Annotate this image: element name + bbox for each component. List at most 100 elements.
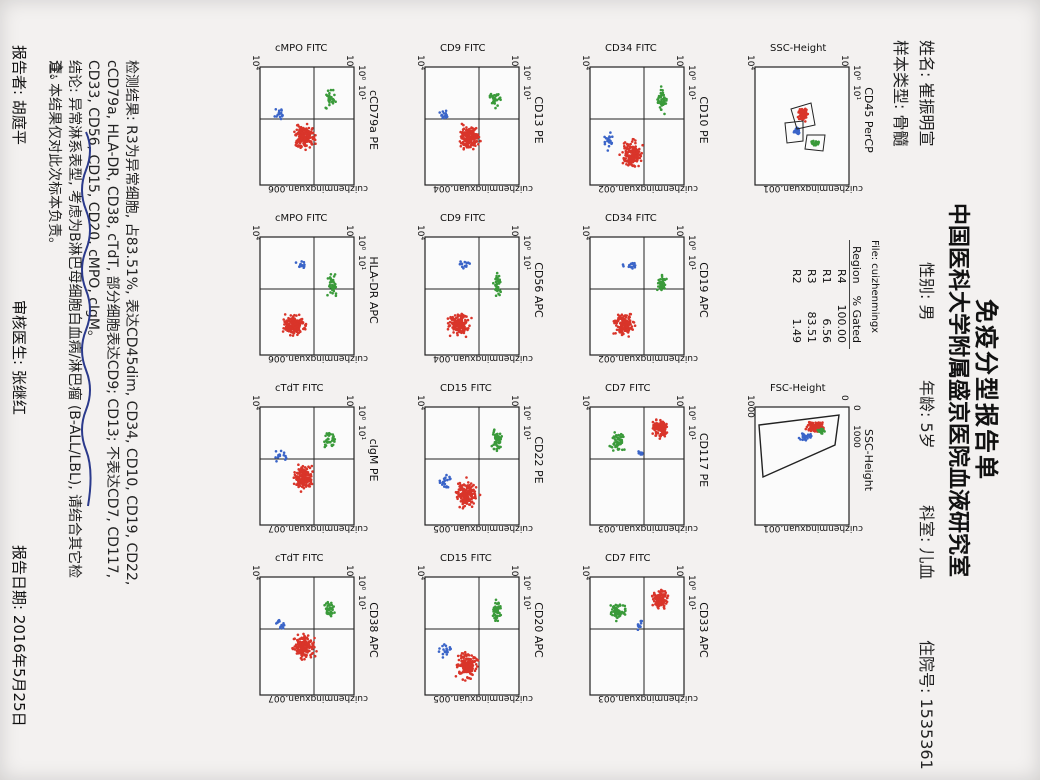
- red-event: [446, 322, 450, 325]
- blue-event: [606, 137, 610, 140]
- patient-admission-number: 住院号: 1535361: [917, 640, 936, 770]
- blue-event: [300, 260, 303, 263]
- red-event: [462, 487, 466, 491]
- blue-event: [444, 109, 448, 113]
- scatter-plot: cIgM PE cTdT FITC cuizhenmingxuan.007 10⁰ 10…: [250, 383, 380, 535]
- red-event: [448, 320, 452, 324]
- red-event: [453, 314, 457, 317]
- green-event: [494, 618, 498, 622]
- red-event: [296, 333, 299, 337]
- blue-event: [443, 650, 447, 653]
- red-event: [293, 473, 297, 477]
- scatter-plot: SSC-Height FSC-Height cuizhenmingxuan.001 0…: [745, 383, 875, 535]
- red-event: [653, 596, 657, 599]
- red-event: [467, 481, 470, 484]
- blue-event: [279, 111, 283, 115]
- green-event: [328, 91, 331, 95]
- red-event: [290, 324, 294, 327]
- green-event: [326, 89, 330, 93]
- red-event: [466, 318, 470, 322]
- red-event: [472, 657, 475, 660]
- red-event: [625, 142, 629, 146]
- red-event: [816, 422, 819, 426]
- red-event: [313, 645, 316, 649]
- red-event: [308, 139, 312, 143]
- plot-frame: [754, 66, 850, 186]
- red-event: [657, 426, 661, 429]
- plot-frame: [589, 406, 685, 526]
- red-event: [656, 595, 660, 599]
- red-event: [462, 666, 466, 670]
- blue-event: [446, 478, 449, 482]
- red-event: [307, 640, 311, 644]
- red-event: [459, 488, 462, 492]
- green-event: [330, 100, 334, 104]
- red-event: [473, 492, 477, 496]
- blue-event: [637, 450, 640, 453]
- green-event: [661, 91, 665, 95]
- red-event: [310, 143, 314, 146]
- red-event: [470, 505, 474, 508]
- red-event: [627, 154, 630, 157]
- blue-event: [445, 485, 448, 489]
- blue-event: [797, 131, 801, 135]
- red-event: [292, 647, 295, 651]
- red-event: [304, 129, 307, 132]
- blue-event: [274, 456, 277, 459]
- plot-area: [424, 236, 520, 356]
- red-event: [456, 333, 459, 337]
- plot-area: [259, 236, 355, 356]
- red-event: [625, 328, 629, 332]
- green-event: [323, 440, 326, 444]
- red-event: [633, 165, 637, 168]
- red-event: [308, 466, 312, 470]
- red-event: [456, 490, 460, 494]
- red-event: [470, 138, 474, 141]
- red-event: [303, 466, 307, 469]
- green-event: [495, 283, 498, 287]
- red-event: [469, 482, 473, 485]
- green-event: [659, 85, 663, 88]
- green-event: [492, 431, 495, 434]
- red-event: [612, 332, 615, 335]
- red-event: [301, 464, 305, 468]
- green-event: [617, 437, 621, 440]
- red-event: [472, 128, 476, 132]
- red-event: [295, 478, 299, 481]
- red-event: [311, 651, 315, 655]
- blue-event: [443, 485, 446, 488]
- red-event: [470, 495, 473, 498]
- red-event: [291, 334, 295, 337]
- blue-event: [302, 266, 305, 270]
- red-event: [628, 162, 632, 166]
- red-event: [305, 645, 308, 648]
- gate-statistics: File: cuizhenmingx Region % Gated R4 100.…: [789, 240, 880, 380]
- red-event: [801, 110, 805, 114]
- red-event: [454, 319, 457, 323]
- green-event: [663, 283, 667, 287]
- blue-event: [298, 265, 301, 269]
- green-event: [334, 292, 338, 295]
- blue-event: [610, 142, 613, 146]
- red-event: [295, 483, 298, 486]
- red-event: [468, 672, 472, 675]
- red-event: [630, 154, 633, 157]
- scatter-plot: CD20 APC CD15 FITC cuizhenmingxuan.005 10⁰ 1…: [415, 553, 545, 705]
- green-event: [494, 280, 498, 284]
- red-event: [466, 676, 469, 680]
- blue-event: [639, 622, 643, 625]
- red-event: [634, 139, 637, 142]
- red-event: [291, 317, 294, 320]
- gate-header-region: Region: [849, 240, 863, 290]
- red-event: [634, 141, 637, 145]
- green-event: [620, 440, 623, 443]
- red-event: [300, 131, 304, 135]
- green-event: [327, 99, 331, 102]
- red-event: [301, 480, 305, 483]
- scatter-plot: HLA-DR APC cMPO FITC cuizhenmingxuan.006 10…: [250, 213, 380, 365]
- red-event: [299, 490, 303, 493]
- red-event: [300, 470, 304, 474]
- green-event: [496, 104, 499, 107]
- green-event: [657, 96, 660, 100]
- red-event: [464, 142, 468, 146]
